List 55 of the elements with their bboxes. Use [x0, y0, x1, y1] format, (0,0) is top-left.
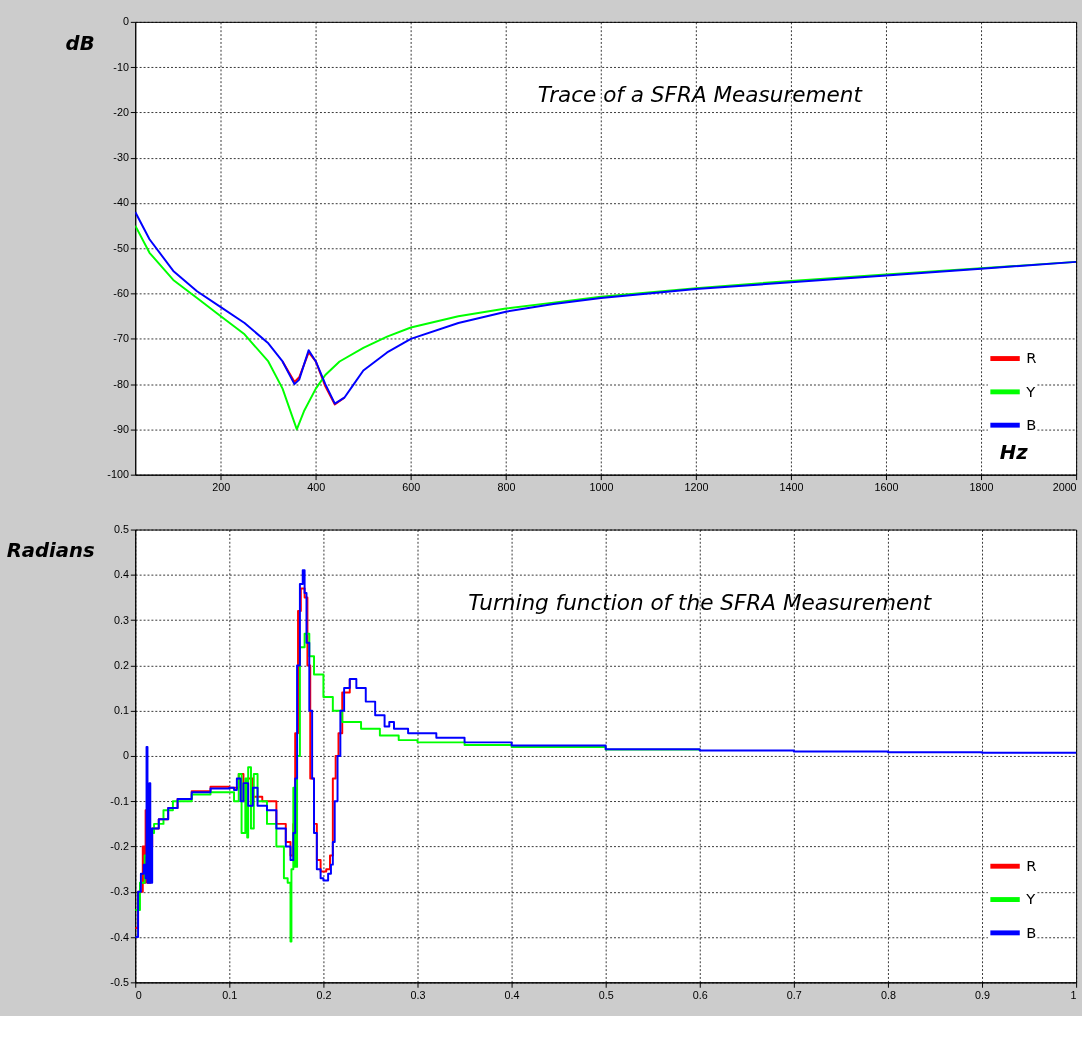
y-tick-label: 0.2: [113, 658, 129, 671]
legend-label: B: [1026, 923, 1037, 941]
x-tick-label: 1600: [874, 480, 899, 493]
y-tick-label: -0.3: [110, 885, 129, 898]
legend-label: R: [1026, 349, 1037, 367]
y-tick-label: -30: [113, 151, 129, 164]
x-tick-label: 1800: [969, 480, 994, 493]
x-tick-label: 0.5: [598, 988, 614, 1001]
x-tick-label: 0.7: [786, 988, 802, 1001]
y-tick-label: -60: [113, 286, 129, 299]
y-tick-label: -0.5: [110, 975, 129, 988]
legend-label: Y: [1025, 382, 1036, 400]
y-tick-label: -100: [107, 468, 129, 481]
x-tick-label: 400: [307, 480, 326, 493]
y-tick-label: 0: [122, 749, 129, 762]
y-tick-label: -80: [113, 377, 129, 390]
y-tick-label: -90: [113, 422, 129, 435]
x-tick-label: 0.1: [222, 988, 238, 1001]
x-tick-label: 600: [402, 480, 421, 493]
legend-label: R: [1026, 857, 1037, 875]
text: Turning function of the SFRA Measurement: [468, 589, 933, 615]
x-tick-label: 0.4: [504, 988, 520, 1001]
x-tick-label: 1: [1070, 988, 1077, 1001]
x-tick-label: 2000: [1052, 480, 1077, 493]
y-tick-label: 0.5: [113, 522, 129, 535]
x-axis-title: Hz: [999, 441, 1029, 465]
text: Trace of a SFRA Measurement: [537, 82, 864, 108]
x-tick-label: 0: [135, 988, 142, 1001]
y-tick-label: -50: [113, 241, 129, 254]
y-axis-title: Radians: [6, 539, 95, 563]
y-tick-label: -0.2: [110, 839, 129, 852]
y-tick-label: -40: [113, 196, 129, 209]
x-tick-label: 800: [497, 480, 516, 493]
y-tick-label: -0.1: [110, 794, 129, 807]
legend-label: B: [1026, 416, 1037, 434]
y-axis-title: dB: [65, 31, 95, 55]
x-tick-label: 0.3: [410, 988, 426, 1001]
y-tick-label: 0.4: [113, 568, 129, 581]
x-tick-label: 1400: [779, 480, 804, 493]
x-tick-label: 200: [212, 480, 231, 493]
x-tick-label: 0.9: [975, 988, 991, 1001]
y-tick-label: 0: [122, 15, 129, 28]
x-tick-label: 0.6: [692, 988, 708, 1001]
x-tick-label: 0.2: [316, 988, 332, 1001]
x-tick-label: 1200: [684, 480, 709, 493]
y-tick-label: 0.3: [113, 613, 129, 626]
x-tick-label: 1000: [589, 480, 614, 493]
y-tick-label: -70: [113, 332, 129, 345]
y-tick-label: -20: [113, 105, 129, 118]
y-tick-label: -10: [113, 60, 129, 73]
y-tick-label: -0.4: [110, 930, 129, 943]
legend-label: Y: [1025, 890, 1036, 908]
line-series: [135, 211, 1077, 405]
y-tick-label: 0.1: [113, 704, 129, 717]
x-tick-label: 0.8: [880, 988, 896, 1001]
